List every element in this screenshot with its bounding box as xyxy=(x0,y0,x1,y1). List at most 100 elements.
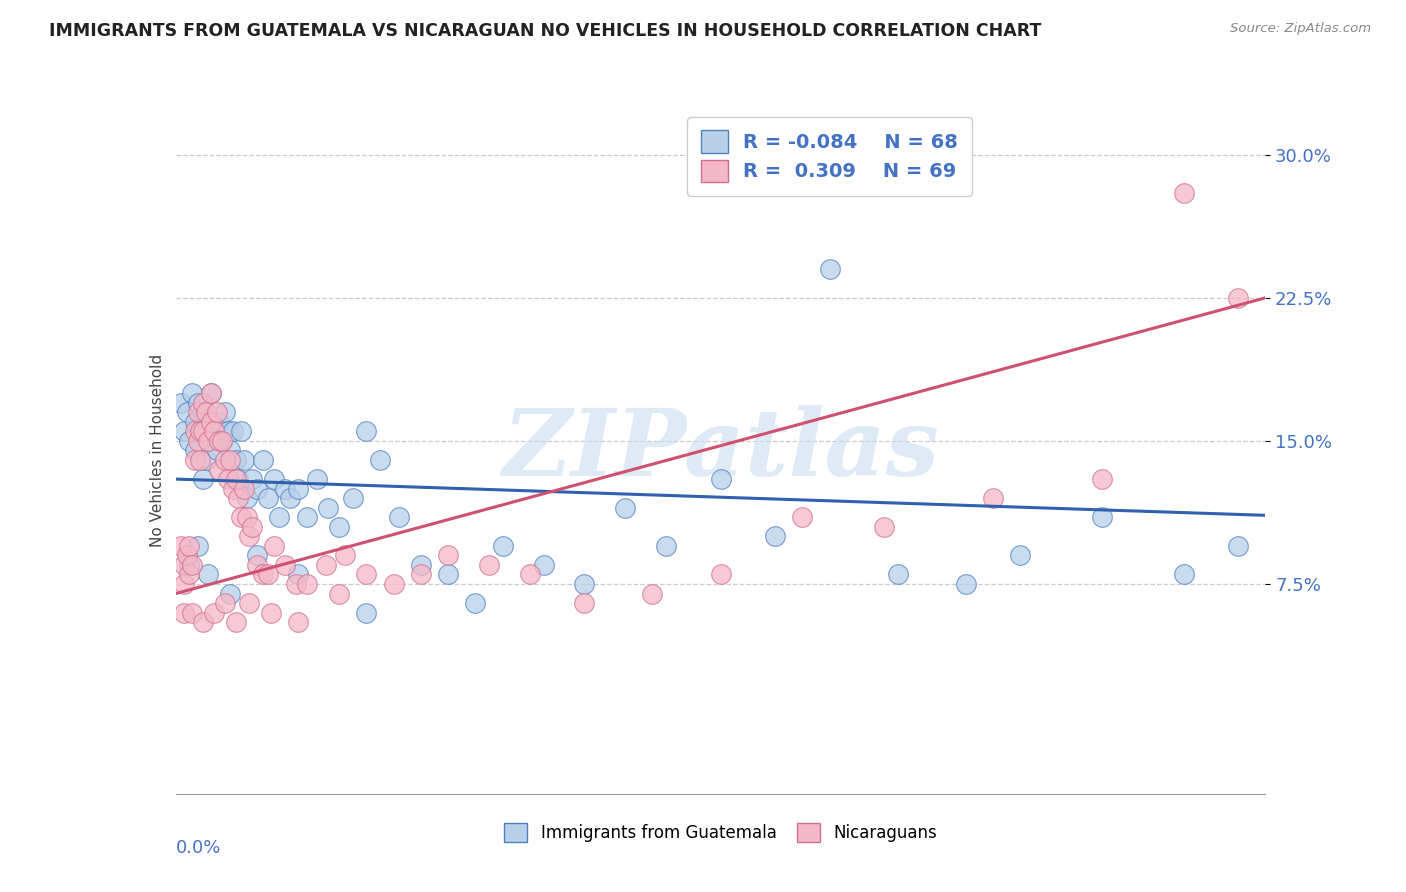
Point xyxy=(217,425,239,439)
Point xyxy=(1010,549,1032,563)
Point xyxy=(235,491,257,505)
Point xyxy=(478,558,501,572)
Point xyxy=(181,558,204,572)
Point xyxy=(235,510,257,524)
Point xyxy=(295,510,318,524)
Point xyxy=(188,425,211,439)
Point xyxy=(184,453,207,467)
Point xyxy=(225,472,247,486)
Point xyxy=(225,453,247,467)
Point xyxy=(181,606,204,620)
Point xyxy=(257,491,280,505)
Point xyxy=(252,567,274,582)
Point xyxy=(186,539,209,553)
Point xyxy=(173,606,195,620)
Point xyxy=(710,567,733,582)
Point xyxy=(191,425,214,439)
Point xyxy=(200,386,222,401)
Point xyxy=(214,405,236,419)
Point xyxy=(1091,510,1114,524)
Point xyxy=(437,567,460,582)
Text: 0.0%: 0.0% xyxy=(176,838,221,856)
Point xyxy=(274,482,297,496)
Point xyxy=(228,472,250,486)
Point xyxy=(614,500,637,515)
Point xyxy=(792,510,814,524)
Point xyxy=(186,434,209,448)
Point xyxy=(274,558,297,572)
Point xyxy=(231,510,253,524)
Point xyxy=(197,567,219,582)
Point xyxy=(886,567,908,582)
Point xyxy=(356,606,378,620)
Point xyxy=(219,586,242,600)
Point xyxy=(519,567,541,582)
Point xyxy=(284,577,307,591)
Point xyxy=(231,425,253,439)
Point xyxy=(955,577,977,591)
Point xyxy=(641,586,664,600)
Point xyxy=(194,405,217,419)
Point xyxy=(211,434,233,448)
Text: IMMIGRANTS FROM GUATEMALA VS NICARAGUAN NO VEHICLES IN HOUSEHOLD CORRELATION CHA: IMMIGRANTS FROM GUATEMALA VS NICARAGUAN … xyxy=(49,22,1042,40)
Point xyxy=(1173,186,1195,200)
Point xyxy=(173,558,195,572)
Point xyxy=(179,434,201,448)
Point xyxy=(194,453,217,467)
Point xyxy=(295,577,318,591)
Point xyxy=(574,577,596,591)
Point xyxy=(328,586,350,600)
Point xyxy=(197,434,219,448)
Point xyxy=(409,567,432,582)
Point xyxy=(191,615,214,630)
Point xyxy=(437,549,460,563)
Point xyxy=(1227,291,1250,305)
Point xyxy=(238,529,260,543)
Point xyxy=(186,396,209,410)
Point xyxy=(307,472,329,486)
Point xyxy=(225,615,247,630)
Point xyxy=(257,567,280,582)
Point xyxy=(328,520,350,534)
Point xyxy=(179,539,201,553)
Point xyxy=(232,453,254,467)
Point xyxy=(269,510,291,524)
Point xyxy=(188,453,211,467)
Point xyxy=(173,577,195,591)
Point xyxy=(184,425,207,439)
Point xyxy=(181,386,204,401)
Point xyxy=(208,462,231,476)
Point xyxy=(318,500,340,515)
Point xyxy=(287,615,309,630)
Point xyxy=(200,386,222,401)
Point xyxy=(240,472,263,486)
Point xyxy=(263,472,285,486)
Point xyxy=(191,396,214,410)
Point xyxy=(232,482,254,496)
Point xyxy=(710,472,733,486)
Point xyxy=(219,453,242,467)
Y-axis label: No Vehicles in Household: No Vehicles in Household xyxy=(149,354,165,547)
Point xyxy=(205,443,228,458)
Point xyxy=(202,415,225,429)
Point xyxy=(214,453,236,467)
Point xyxy=(260,606,283,620)
Point xyxy=(763,529,786,543)
Point xyxy=(287,567,309,582)
Point xyxy=(873,520,896,534)
Point xyxy=(356,567,378,582)
Point xyxy=(211,434,233,448)
Point xyxy=(818,262,841,277)
Point xyxy=(1173,567,1195,582)
Point xyxy=(173,425,195,439)
Point xyxy=(208,415,231,429)
Point xyxy=(176,549,198,563)
Point xyxy=(188,425,211,439)
Point xyxy=(170,539,193,553)
Point xyxy=(208,434,231,448)
Point xyxy=(197,425,219,439)
Point xyxy=(186,405,209,419)
Point xyxy=(368,453,391,467)
Point xyxy=(246,549,269,563)
Point xyxy=(252,453,274,467)
